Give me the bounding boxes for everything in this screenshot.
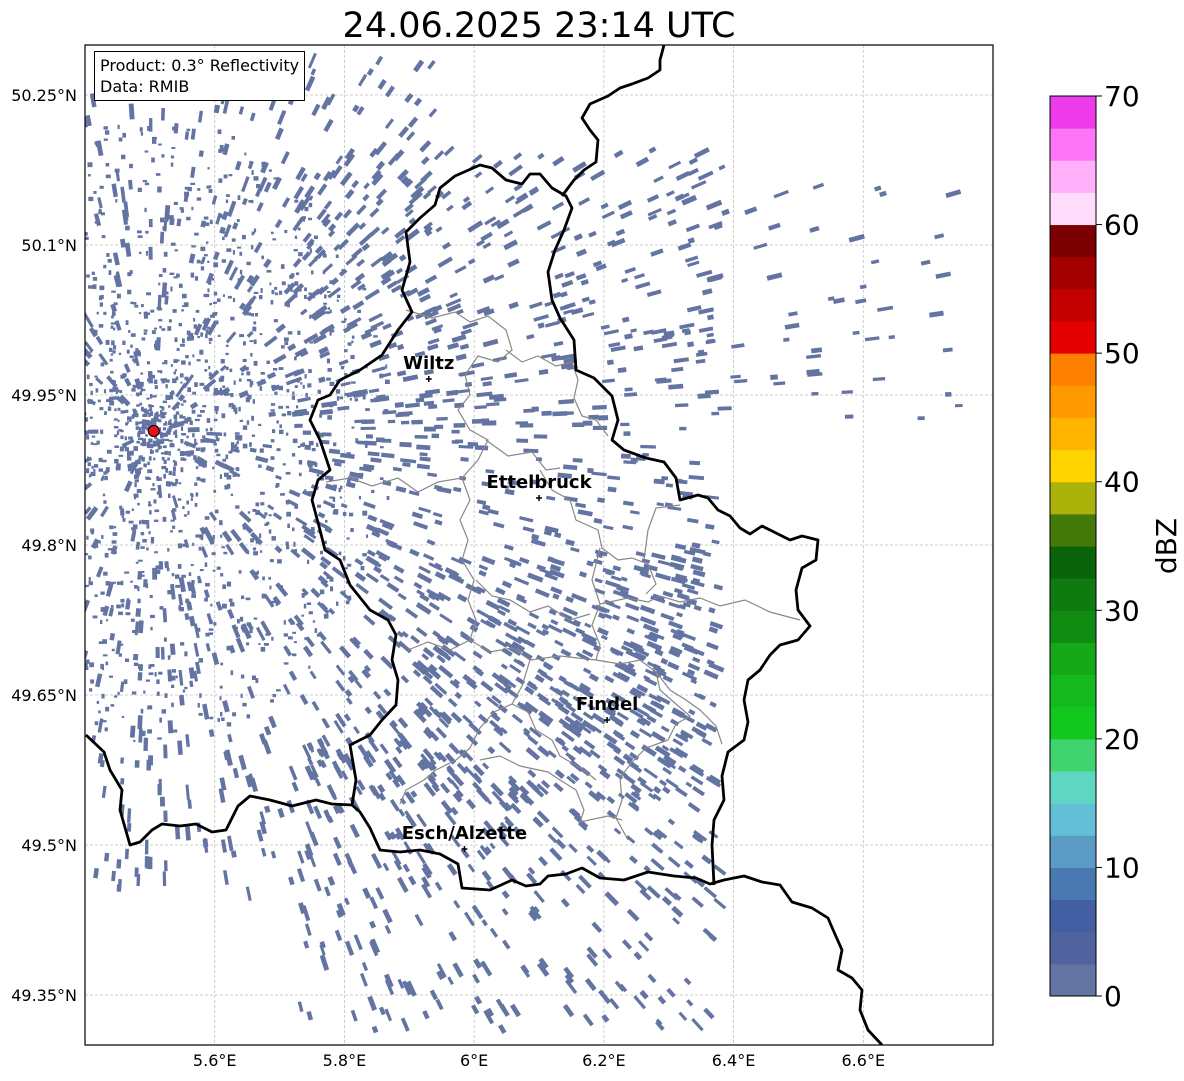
lat-tick-label: 50.1°N [21, 236, 77, 255]
canton-boundary [399, 659, 531, 805]
colorbar-segment [1050, 610, 1096, 643]
city-findel: Findel [576, 694, 639, 723]
canton-boundary [643, 504, 681, 561]
colorbar-tick-label: 20 [1104, 723, 1140, 756]
border-west [308, 163, 820, 886]
colorbar-segment [1050, 128, 1096, 161]
city-marker-icon [604, 717, 611, 723]
colorbar-segment [1050, 963, 1096, 997]
colorbar-segment [1050, 449, 1096, 483]
lat-tick-label: 49.95°N [11, 386, 77, 405]
colorbar-segment [1050, 96, 1096, 129]
city-label: Wiltz [403, 353, 454, 374]
city-marker-icon [536, 495, 542, 501]
colorbar-segment [1050, 642, 1096, 676]
lat-tick-label: 50.25°N [11, 86, 77, 105]
city-label: Findel [576, 694, 639, 715]
product-info-box: Product: 0.3° Reflectivity Data: RMIB [94, 51, 306, 101]
product-label: Product: 0.3° Reflectivity [100, 56, 300, 75]
map-title: 24.06.2025 23:14 UTC [342, 6, 736, 46]
canton-boundary [591, 547, 601, 661]
border-south [85, 733, 884, 1045]
lon-tick-label: 6.2°E [582, 1051, 626, 1070]
canton-boundary [325, 309, 513, 493]
colorbar-segment [1050, 224, 1096, 258]
colorbar-segment [1050, 738, 1096, 772]
colorbar-segment [1050, 546, 1096, 579]
city-wiltz: Wiltz [403, 353, 454, 382]
colorbar-tick-label: 0 [1104, 980, 1122, 1013]
lon-tick-label: 6.4°E [712, 1051, 756, 1070]
country-borders [85, 45, 884, 1045]
colorbar-tick-label: 10 [1104, 851, 1140, 884]
lat-tick-label: 49.65°N [11, 686, 77, 705]
city-ettelbruck: Ettelbruck [486, 472, 593, 501]
lon-tick-label: 5.8°E [323, 1051, 367, 1070]
colorbar-tick-label: 50 [1104, 337, 1140, 370]
lon-tick-label: 6°E [460, 1051, 488, 1070]
colorbar-unit-label: dBZ [1150, 518, 1183, 574]
colorbar-tick-label: 40 [1104, 466, 1140, 499]
lat-tick-label: 49.5°N [21, 836, 77, 855]
colorbar-segment [1050, 385, 1096, 418]
plot-frame [84, 44, 994, 1046]
radar-echoes [85, 52, 963, 1035]
radar-site-dot [147, 425, 160, 437]
canton-boundary [407, 477, 477, 651]
colorbar-segment [1050, 867, 1096, 901]
colorbar-segment [1050, 256, 1096, 290]
colorbar-tick-label: 30 [1104, 594, 1140, 627]
city-marker-icon [425, 376, 432, 382]
colorbar-segment [1050, 835, 1096, 868]
border-north [560, 45, 666, 197]
canton-boundary [469, 639, 692, 741]
data-source-label: Data: RMIB [100, 77, 190, 96]
canton-boundary [475, 579, 591, 621]
city-esch-alzette: Esch/Alzette [402, 823, 527, 852]
colorbar-segment [1050, 192, 1096, 226]
colorbar-segment [1050, 513, 1096, 547]
canton-boundaries [325, 309, 801, 841]
colorbar-segment [1050, 321, 1096, 354]
colorbar-tick-label: 60 [1104, 209, 1140, 242]
colorbar-tick-label: 70 [1104, 80, 1140, 113]
lat-tick-label: 49.8°N [21, 536, 77, 555]
canton-boundary [479, 755, 623, 823]
city-markers: Wiltz Ettelbruck Findel Esch/Alzette [402, 353, 639, 852]
canton-boundary [505, 349, 609, 437]
canton-boundary [511, 703, 597, 781]
colorbar-segment [1050, 931, 1096, 965]
colorbar-segment [1050, 288, 1096, 322]
colorbar-ticks: 0 10 20 30 40 50 60 70 [1096, 80, 1140, 1013]
lon-tick-label: 5.6°E [193, 1051, 237, 1070]
latitude-tick-labels: 50.25°N 50.1°N 49.95°N 49.8°N 49.65°N 49.5°N 4… [11, 86, 77, 1005]
canton-boundary [599, 595, 801, 621]
city-marker-icon [461, 846, 468, 852]
radar-site-marker [147, 425, 160, 437]
colorbar-segment [1050, 578, 1096, 611]
city-label: Esch/Alzette [402, 823, 527, 844]
colorbar-segment [1050, 481, 1096, 515]
canton-boundary [485, 439, 561, 471]
colorbar-segment [1050, 674, 1096, 708]
colorbar-segment [1050, 353, 1096, 386]
reflectivity-colorbar: 0 10 20 30 40 50 60 70 dBZ [1049, 80, 1183, 1013]
city-label: Ettelbruck [486, 472, 592, 493]
colorbar-frame [1049, 95, 1097, 997]
colorbar-segment [1050, 803, 1096, 836]
lon-tick-label: 6.6°E [842, 1051, 886, 1070]
longitude-tick-labels: 5.6°E 5.8°E 6°E 6.2°E 6.4°E 6.6°E [193, 1051, 885, 1070]
canton-boundary [655, 671, 723, 745]
colorbar-segment [1050, 899, 1096, 933]
colorbar-segment [1050, 771, 1096, 804]
colorbar-segment [1050, 160, 1096, 193]
colorbar-segments [1050, 96, 1096, 997]
canton-boundary [539, 469, 657, 595]
colorbar-segment [1050, 706, 1096, 740]
colorbar-segment [1050, 417, 1096, 451]
lat-tick-label: 49.35°N [11, 986, 77, 1005]
